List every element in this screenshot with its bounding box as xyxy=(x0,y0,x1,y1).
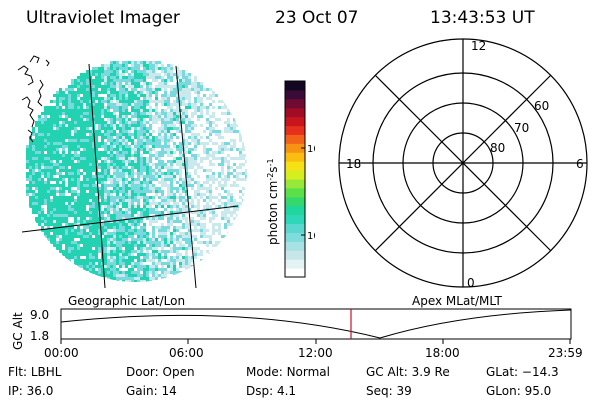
mlt-label-6: 6 xyxy=(576,157,584,171)
date-label: 23 Oct 07 xyxy=(275,8,359,28)
colorbar-tick-10: 10 xyxy=(307,231,315,242)
flt-value: LBHL xyxy=(30,365,62,379)
polar-plot: 12 18 6 0 60 70 80 xyxy=(338,38,588,290)
colorbar-gradient xyxy=(285,81,305,278)
gcalt-value: 3.9 Re xyxy=(411,365,450,379)
uv-intensity-map xyxy=(26,61,247,282)
polar-plot-label: Apex MLat/MLT xyxy=(412,294,502,308)
dsp-value: 4.1 xyxy=(276,384,297,398)
lat-label-70: 70 xyxy=(514,121,529,135)
glat-field: GLat: −14.3 xyxy=(486,365,559,379)
lat-label-60: 60 xyxy=(534,99,549,113)
ip-value: 36.0 xyxy=(26,384,54,398)
mlt-diag-2 xyxy=(374,74,552,252)
gcalt-field: GC Alt: 3.9 Re xyxy=(366,365,450,379)
mlt-label-18: 18 xyxy=(346,157,361,171)
timeline-ylabel: GC Alt xyxy=(11,312,25,350)
uv-image-panel xyxy=(17,55,247,289)
timeline-xtick-1800: 18:00 xyxy=(425,346,460,360)
glat-value: −14.3 xyxy=(521,365,559,379)
lon-line-1 xyxy=(88,63,106,289)
glon-field: GLon: 95.0 xyxy=(486,384,552,398)
timeline-frame xyxy=(60,308,572,340)
glon-value: 95.0 xyxy=(524,384,552,398)
colorbar: 100 10 photon cm-2s-1 xyxy=(266,80,315,278)
door-field: Door: Open xyxy=(126,365,195,379)
timeline-ytick-top: 9.0 xyxy=(30,308,49,322)
gain-field: Gain: 14 xyxy=(126,384,177,398)
mode-field: Mode: Normal xyxy=(246,365,330,379)
timeline-ytick-bottom: 1.8 xyxy=(30,329,49,343)
altitude-timeline: GC Alt 9.0 1.8 00:00 06:00 12:00 18:00 2… xyxy=(11,308,583,360)
timeline-xtick-0000: 00:00 xyxy=(44,346,79,360)
coastline xyxy=(17,55,50,143)
seq-field: Seq: 39 xyxy=(366,384,412,398)
timeline-xtick-2359: 23:59 xyxy=(548,346,583,360)
altitude-curve xyxy=(60,309,572,339)
mlt-label-0: 0 xyxy=(467,276,475,290)
lat-line xyxy=(21,205,239,233)
mode-value: Normal xyxy=(286,365,330,379)
colorbar-unit-label: photon cm-2s-1 xyxy=(266,158,280,245)
lat-label-80: 80 xyxy=(490,141,505,155)
lon-line-2 xyxy=(175,65,197,289)
door-value: Open xyxy=(162,365,195,379)
ip-field: IP: 36.0 xyxy=(8,384,54,398)
mlt-label-12: 12 xyxy=(471,39,486,53)
timeline-xtick-1200: 12:00 xyxy=(298,346,333,360)
flt-field: Flt: LBHL xyxy=(8,365,62,379)
dsp-field: Dsp: 4.1 xyxy=(246,384,297,398)
image-panel-label: Geographic Lat/Lon xyxy=(68,294,186,308)
timeline-xtick-0600: 06:00 xyxy=(169,346,204,360)
colorbar-tick-100: 100 xyxy=(307,144,315,155)
gain-value: 14 xyxy=(161,384,177,398)
time-label: 13:43:53 UT xyxy=(430,8,535,28)
instrument-title: Ultraviolet Imager xyxy=(26,8,180,28)
seq-value: 39 xyxy=(396,384,412,398)
